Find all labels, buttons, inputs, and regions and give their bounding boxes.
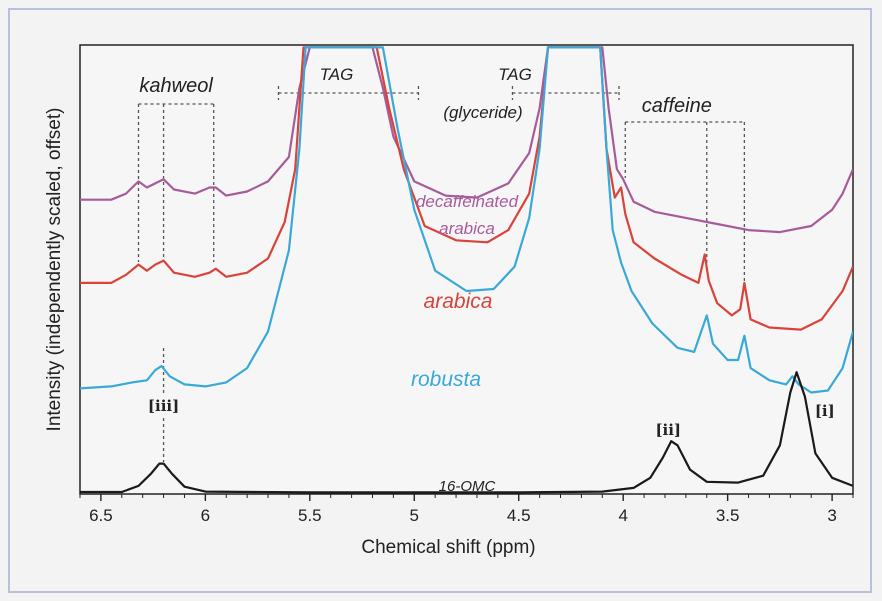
peak-label-i: [i] — [815, 402, 835, 420]
tag-1-label: TAG — [320, 65, 354, 84]
series-layer — [80, 46, 853, 494]
annotation-layer — [137, 86, 746, 462]
x-tick-label: 6.5 — [89, 506, 113, 525]
x-axis-title: Chemical shift (ppm) — [361, 537, 535, 558]
x-tick-label: 5 — [410, 506, 419, 525]
caffeine-label: caffeine — [642, 95, 712, 117]
series-label-robusta: robusta — [411, 368, 481, 391]
x-tick-label: 3.5 — [716, 506, 740, 525]
plot-area — [79, 44, 854, 495]
x-tick-label: 5.5 — [298, 506, 322, 525]
x-tick-label: 4 — [618, 506, 627, 525]
x-tick-label: 3 — [827, 506, 836, 525]
series-line-16-OMC — [80, 371, 853, 494]
tag-2-sublabel: (glyceride) — [443, 103, 522, 122]
tag-2-label: TAG — [498, 65, 532, 84]
series-label-decaffeinated-arabica: decaffeinated — [416, 192, 519, 211]
x-tick-label: 6 — [201, 506, 210, 525]
series-label-16-OMC: 16-OMC — [439, 478, 496, 495]
y-axis-title: Intensity (independently scaled, offset) — [44, 108, 65, 432]
x-axis: 6.5 6 5.5 5 4.5 4 3.5 3 — [79, 494, 854, 525]
series-label-arabica: arabica — [424, 290, 493, 313]
series-line-decaffeinated-arabica — [80, 46, 853, 234]
series-line-arabica — [80, 46, 853, 331]
x-tick-label: 4.5 — [507, 506, 531, 525]
peak-label-iii: [iii] — [148, 397, 179, 415]
series-label-decaffeinated-arabica: arabica — [439, 219, 495, 238]
series-line-robusta — [80, 46, 853, 394]
peak-label-ii: [ii] — [655, 421, 681, 439]
kahweol-label: kahweol — [139, 75, 213, 97]
